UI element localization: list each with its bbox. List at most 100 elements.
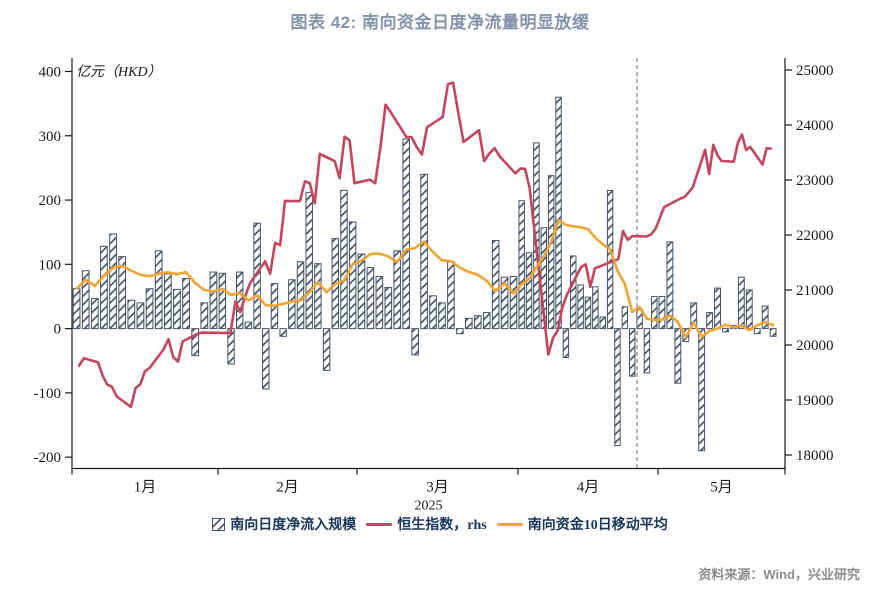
daily-netflow-bar	[384, 286, 393, 330]
right-axis-tick-label: 22000	[796, 228, 834, 244]
daily-netflow-bar	[209, 271, 218, 330]
x-axis-month-label: 2月	[276, 480, 299, 496]
hatched-square-icon	[212, 517, 226, 531]
daily-netflow-bar	[429, 295, 437, 330]
daily-netflow-bar	[509, 276, 518, 330]
daily-netflow-bar	[769, 328, 777, 337]
left-axis-tick-label: -100	[34, 386, 62, 402]
daily-netflow-bar	[555, 96, 562, 330]
left-axis-tick-label: 400	[39, 64, 62, 80]
daily-netflow-bar	[628, 328, 636, 377]
daily-netflow-bar	[154, 250, 163, 330]
daily-netflow-bar	[674, 328, 682, 384]
daily-netflow-bar	[614, 328, 621, 447]
daily-netflow-bar	[118, 256, 127, 330]
daily-netflow-bar	[562, 328, 570, 359]
daily-netflow-bar	[393, 250, 402, 330]
right-axis-tick-label: 18000	[796, 448, 834, 464]
daily-netflow-bar	[348, 221, 357, 330]
x-axis-year-label: 2025	[415, 499, 443, 513]
daily-netflow-bar	[658, 295, 666, 330]
daily-netflow-bar	[357, 253, 366, 330]
daily-netflow-bar	[262, 328, 270, 390]
daily-netflow-bar	[491, 240, 500, 330]
left-axis-unit-label: 亿元（HKD）	[76, 64, 162, 80]
legend-label: 恒生指数，rhs	[397, 518, 487, 533]
ma10-line	[75, 219, 775, 339]
daily-netflow-bar	[200, 302, 209, 330]
daily-netflow-bar	[456, 328, 464, 335]
x-axis-month-label: 4月	[577, 480, 600, 496]
daily-netflow-bar	[173, 288, 181, 330]
legend-item-hsi: 恒生指数，rhs	[366, 514, 487, 534]
legend-label: 南向资金10日移动平均	[527, 518, 668, 533]
daily-netflow-bar	[577, 284, 584, 330]
daily-netflow-bar	[100, 245, 108, 330]
x-axis-month-label: 3月	[426, 480, 449, 496]
daily-netflow-bar	[753, 328, 761, 335]
legend-item-ma: 南向资金10日移动平均	[496, 514, 668, 534]
daily-netflow-bar	[621, 306, 629, 330]
page-title: 图表 42: 南向资金日度净流量明显放缓	[290, 13, 590, 32]
right-axis-tick-label: 23000	[796, 173, 834, 189]
left-axis-tick-label: 0	[54, 322, 62, 338]
daily-netflow-bar	[643, 328, 651, 374]
left-axis-tick-label: -200	[34, 450, 62, 466]
daily-netflow-bar	[145, 288, 154, 330]
daily-netflow-bar	[322, 328, 331, 371]
daily-netflow-bar	[482, 312, 491, 330]
daily-netflow-bar	[314, 263, 322, 330]
daily-netflow-bar	[464, 317, 473, 330]
daily-netflow-bar	[420, 173, 428, 330]
right-axis-tick-label: 25000	[796, 63, 834, 79]
daily-netflow-bar	[244, 321, 253, 330]
left-axis-tick-label: 200	[39, 193, 62, 209]
daily-netflow-bar	[305, 191, 313, 330]
chart: 400 300 200 100 0 -100 -200 25000 24000 23000 2200…	[34, 58, 834, 514]
chart-area: 400 300 200 100 0 -100 -200 25000 24000 23000 2200…	[0, 30, 880, 517]
daily-netflow-bar	[402, 138, 411, 330]
daily-netflow-bar	[447, 261, 455, 330]
daily-netflow-bar	[722, 328, 729, 333]
daily-netflow-bar	[525, 252, 533, 330]
daily-netflow-bar	[745, 289, 753, 330]
right-axis-tick-label: 24000	[796, 118, 834, 134]
daily-netflow-bar	[706, 312, 714, 330]
daily-netflow-bar	[690, 302, 698, 330]
daily-netflow-bar	[236, 271, 244, 330]
daily-netflow-bar	[90, 297, 99, 330]
right-axis-tick-label: 19000	[796, 393, 834, 409]
daily-netflow-bar	[366, 267, 375, 330]
daily-netflow-bar	[109, 233, 117, 330]
daily-netflow-bar	[473, 315, 482, 330]
daily-netflow-bar	[592, 286, 599, 330]
hsi-line	[77, 81, 773, 409]
left-axis-tick-label: 300	[39, 129, 62, 145]
daily-netflow-bar	[182, 277, 190, 330]
right-axis-tick-label: 20000	[796, 338, 834, 354]
daily-netflow-bar	[737, 276, 745, 330]
daily-netflow-bar	[136, 302, 145, 330]
orange-line-icon	[496, 522, 523, 526]
chart-legend: 南向日度净流入规模 恒生指数，rhs 南向资金10日移动平均	[0, 514, 880, 534]
daily-netflow-bar	[714, 287, 721, 330]
daily-netflow-bar	[540, 227, 548, 330]
data-source-note: 资料来源：Wind，兴业研究	[698, 567, 860, 582]
x-axis-month-label: 5月	[710, 480, 733, 496]
left-axis-tick-label: 100	[39, 257, 62, 273]
daily-netflow-bar	[81, 270, 90, 330]
legend-label: 南向日度净流入规模	[230, 518, 357, 533]
x-axis-month-label: 1月	[134, 480, 157, 496]
daily-netflow-bar	[761, 305, 769, 330]
daily-netflow-bar	[698, 328, 706, 452]
daily-netflow-bar	[584, 296, 592, 330]
daily-netflow-bar	[296, 261, 305, 330]
daily-netflow-bar	[606, 189, 614, 330]
daily-netflow-bar	[518, 200, 525, 330]
daily-netflow-bar	[599, 316, 606, 330]
daily-netflow-bar	[411, 328, 419, 356]
daily-netflow-bar	[651, 295, 658, 330]
right-axis-tick-label: 21000	[796, 283, 834, 299]
daily-netflow-bar	[500, 276, 509, 330]
daily-netflow-bar	[279, 328, 287, 337]
